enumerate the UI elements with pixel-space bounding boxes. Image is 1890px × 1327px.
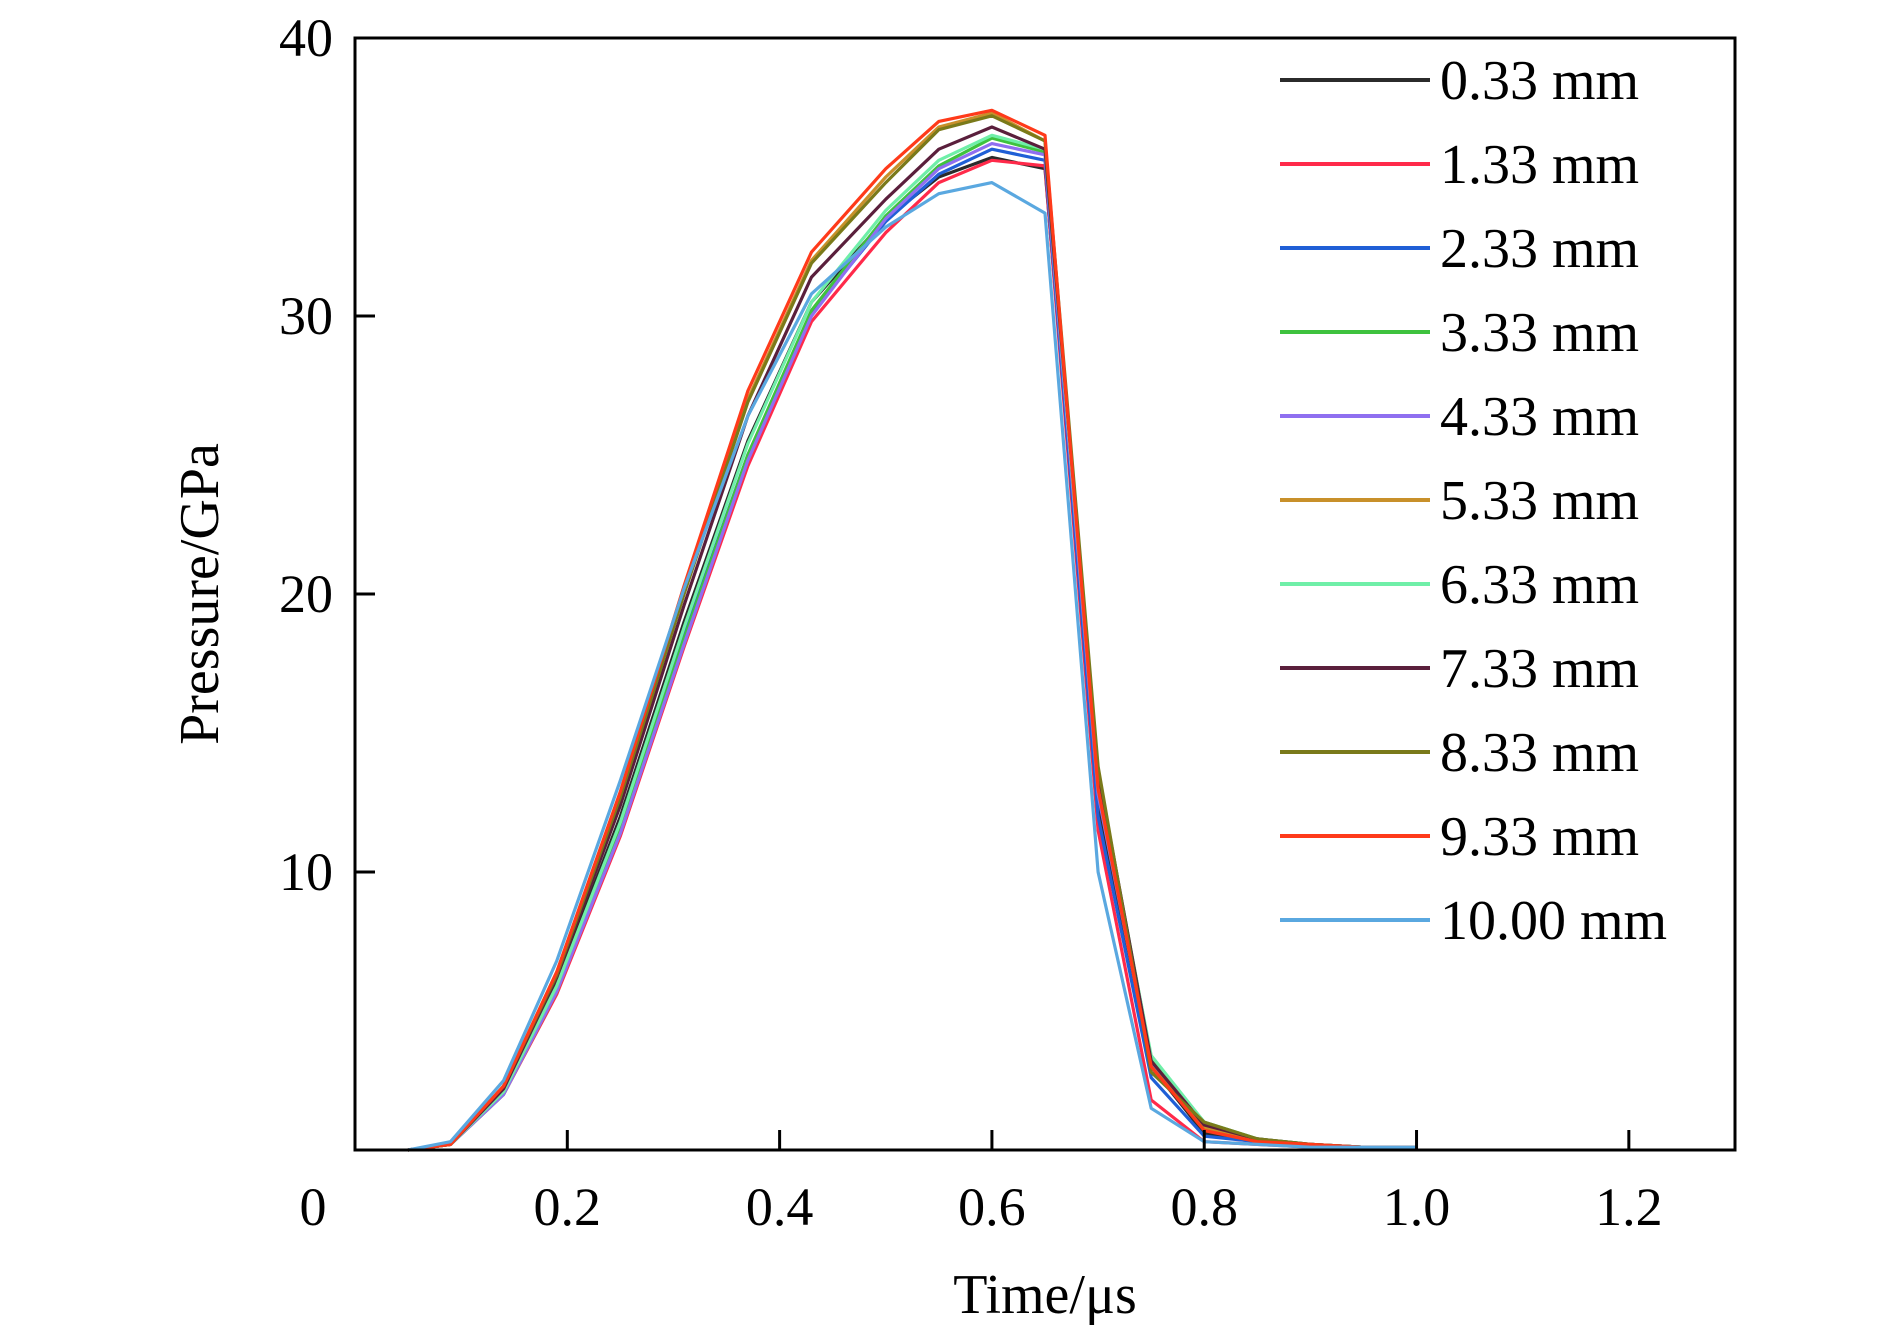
series-line-7 xyxy=(407,125,1417,1152)
x-tick-label: 0 xyxy=(300,1177,327,1237)
legend-label-10: 10.00 mm xyxy=(1440,890,1667,952)
x-axis: 0 0.2 0.4 0.6 0.8 1.0 1.2 xyxy=(300,1130,1663,1237)
series-line-9 xyxy=(407,108,1417,1152)
x-tick-label: 0.4 xyxy=(746,1177,814,1237)
y-tick-label: 30 xyxy=(279,286,333,346)
x-tick-label: 1.0 xyxy=(1383,1177,1451,1237)
x-tick-label: 0.6 xyxy=(958,1177,1026,1237)
series-line-2 xyxy=(407,147,1417,1152)
series-line-5 xyxy=(407,111,1417,1152)
legend-label-1: 1.33 mm xyxy=(1440,134,1639,196)
series-line-0 xyxy=(407,155,1417,1152)
y-tick-label: 20 xyxy=(279,564,333,624)
legend-label-6: 6.33 mm xyxy=(1440,554,1639,616)
series-line-8 xyxy=(407,114,1417,1152)
y-axis-label: Pressure/GPa xyxy=(169,443,231,745)
legend-label-9: 9.33 mm xyxy=(1440,806,1639,868)
y-tick-label: 40 xyxy=(279,8,333,68)
series-line-3 xyxy=(407,136,1417,1152)
plot-area xyxy=(407,108,1417,1152)
series-line-4 xyxy=(407,142,1417,1152)
x-axis-label: Time/μs xyxy=(953,1264,1137,1326)
x-tick-label: 0.2 xyxy=(534,1177,602,1237)
legend-label-0: 0.33 mm xyxy=(1440,50,1639,112)
x-tick-label: 1.2 xyxy=(1595,1177,1663,1237)
series-line-6 xyxy=(407,133,1417,1152)
legend-label-2: 2.33 mm xyxy=(1440,218,1639,280)
legend-label-3: 3.33 mm xyxy=(1440,302,1639,364)
legend-label-4: 4.33 mm xyxy=(1440,386,1639,448)
legend-label-7: 7.33 mm xyxy=(1440,638,1639,700)
y-tick-label: 10 xyxy=(279,842,333,902)
legend-label-5: 5.33 mm xyxy=(1440,470,1639,532)
legend-label-8: 8.33 mm xyxy=(1440,722,1639,784)
y-axis: 10 20 30 40 xyxy=(279,8,375,902)
series-line-1 xyxy=(407,158,1417,1152)
legend: 0.33 mm 1.33 mm 2.33 mm 3.33 mm 4.33 mm 5.33 … xyxy=(1280,50,1667,952)
x-tick-label: 0.8 xyxy=(1170,1177,1238,1237)
series-line-10 xyxy=(407,181,1417,1152)
